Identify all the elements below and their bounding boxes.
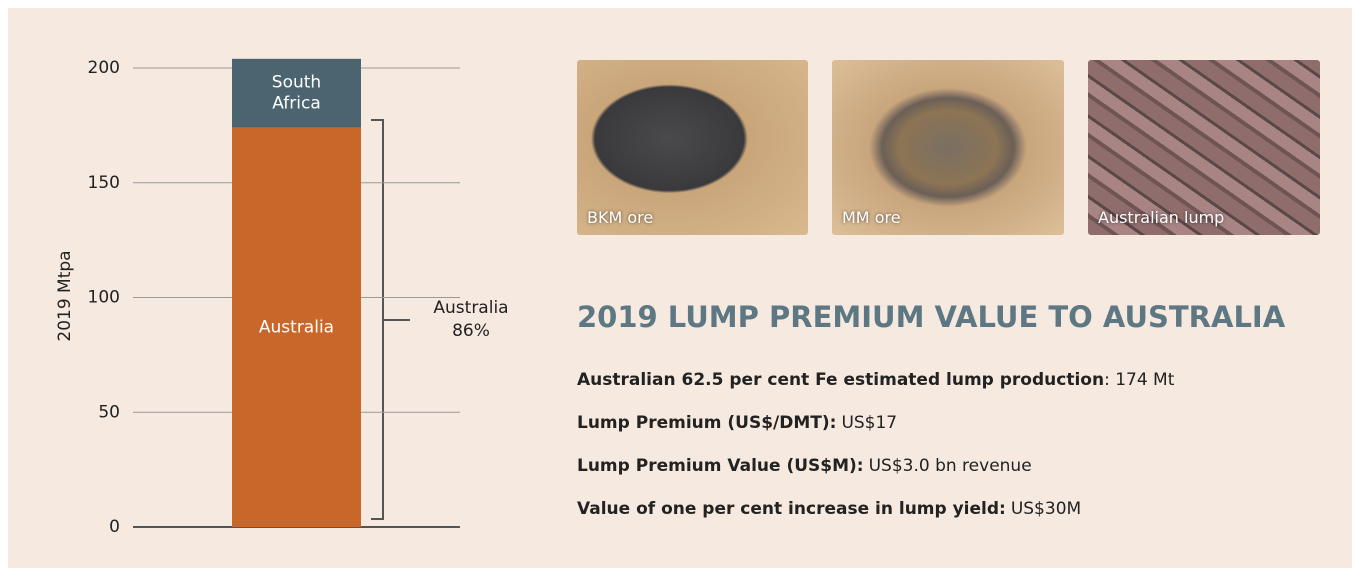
fact-label: Lump Premium (US$/DMT): xyxy=(577,413,836,433)
y-tick-label: 150 xyxy=(88,173,120,193)
annotation: Australia xyxy=(433,298,508,318)
fact: Australian 62.5 per cent Fe estimated lu… xyxy=(577,370,1174,390)
panel-title: 2019 LUMP PREMIUM VALUE TO AUSTRALIA xyxy=(577,300,1285,334)
annotation: 86% xyxy=(452,321,490,341)
y-tick-label: 100 xyxy=(88,288,120,308)
bracket xyxy=(371,120,410,519)
fact-value: : 174 Mt xyxy=(1104,370,1174,390)
photo: Australian lump xyxy=(1088,60,1320,235)
bracket-line xyxy=(371,120,383,519)
photo-caption: Australian lump xyxy=(1098,208,1224,227)
fact-value: US$3.0 bn revenue xyxy=(869,456,1032,476)
photo-caption: MM ore xyxy=(842,208,901,227)
segment-label: Australia xyxy=(259,317,334,337)
fact-label: Lump Premium Value (US$M): xyxy=(577,456,864,476)
photo-caption: BKM ore xyxy=(587,208,653,227)
panel: 2019 Mtpa Australia 86% 0 50 100 150 200 Aust… xyxy=(8,8,1352,568)
fact-label: Australian 62.5 per cent Fe estimated lu… xyxy=(577,370,1104,390)
photo: BKM ore xyxy=(577,60,808,235)
fact-value: US$30M xyxy=(1011,499,1081,519)
chart: 2019 Mtpa Australia 86% 0 50 100 150 200 Aust… xyxy=(8,8,528,568)
y-axis-label: 2019 Mtpa xyxy=(55,250,75,341)
y-tick-label: 200 xyxy=(88,58,120,78)
fact: Lump Premium Value (US$M):US$3.0 bn reve… xyxy=(577,456,1032,476)
fact-label: Value of one per cent increase in lump y… xyxy=(577,499,1006,519)
photo: MM ore xyxy=(832,60,1064,235)
fact-value: US$17 xyxy=(841,413,897,433)
page: 2019 Mtpa Australia 86% 0 50 100 150 200 Aust… xyxy=(0,0,1360,576)
y-tick-label: 0 xyxy=(109,517,120,537)
fact: Value of one per cent increase in lump y… xyxy=(577,499,1081,519)
fact: Lump Premium (US$/DMT):US$17 xyxy=(577,413,897,433)
y-tick-label: 50 xyxy=(98,402,120,422)
